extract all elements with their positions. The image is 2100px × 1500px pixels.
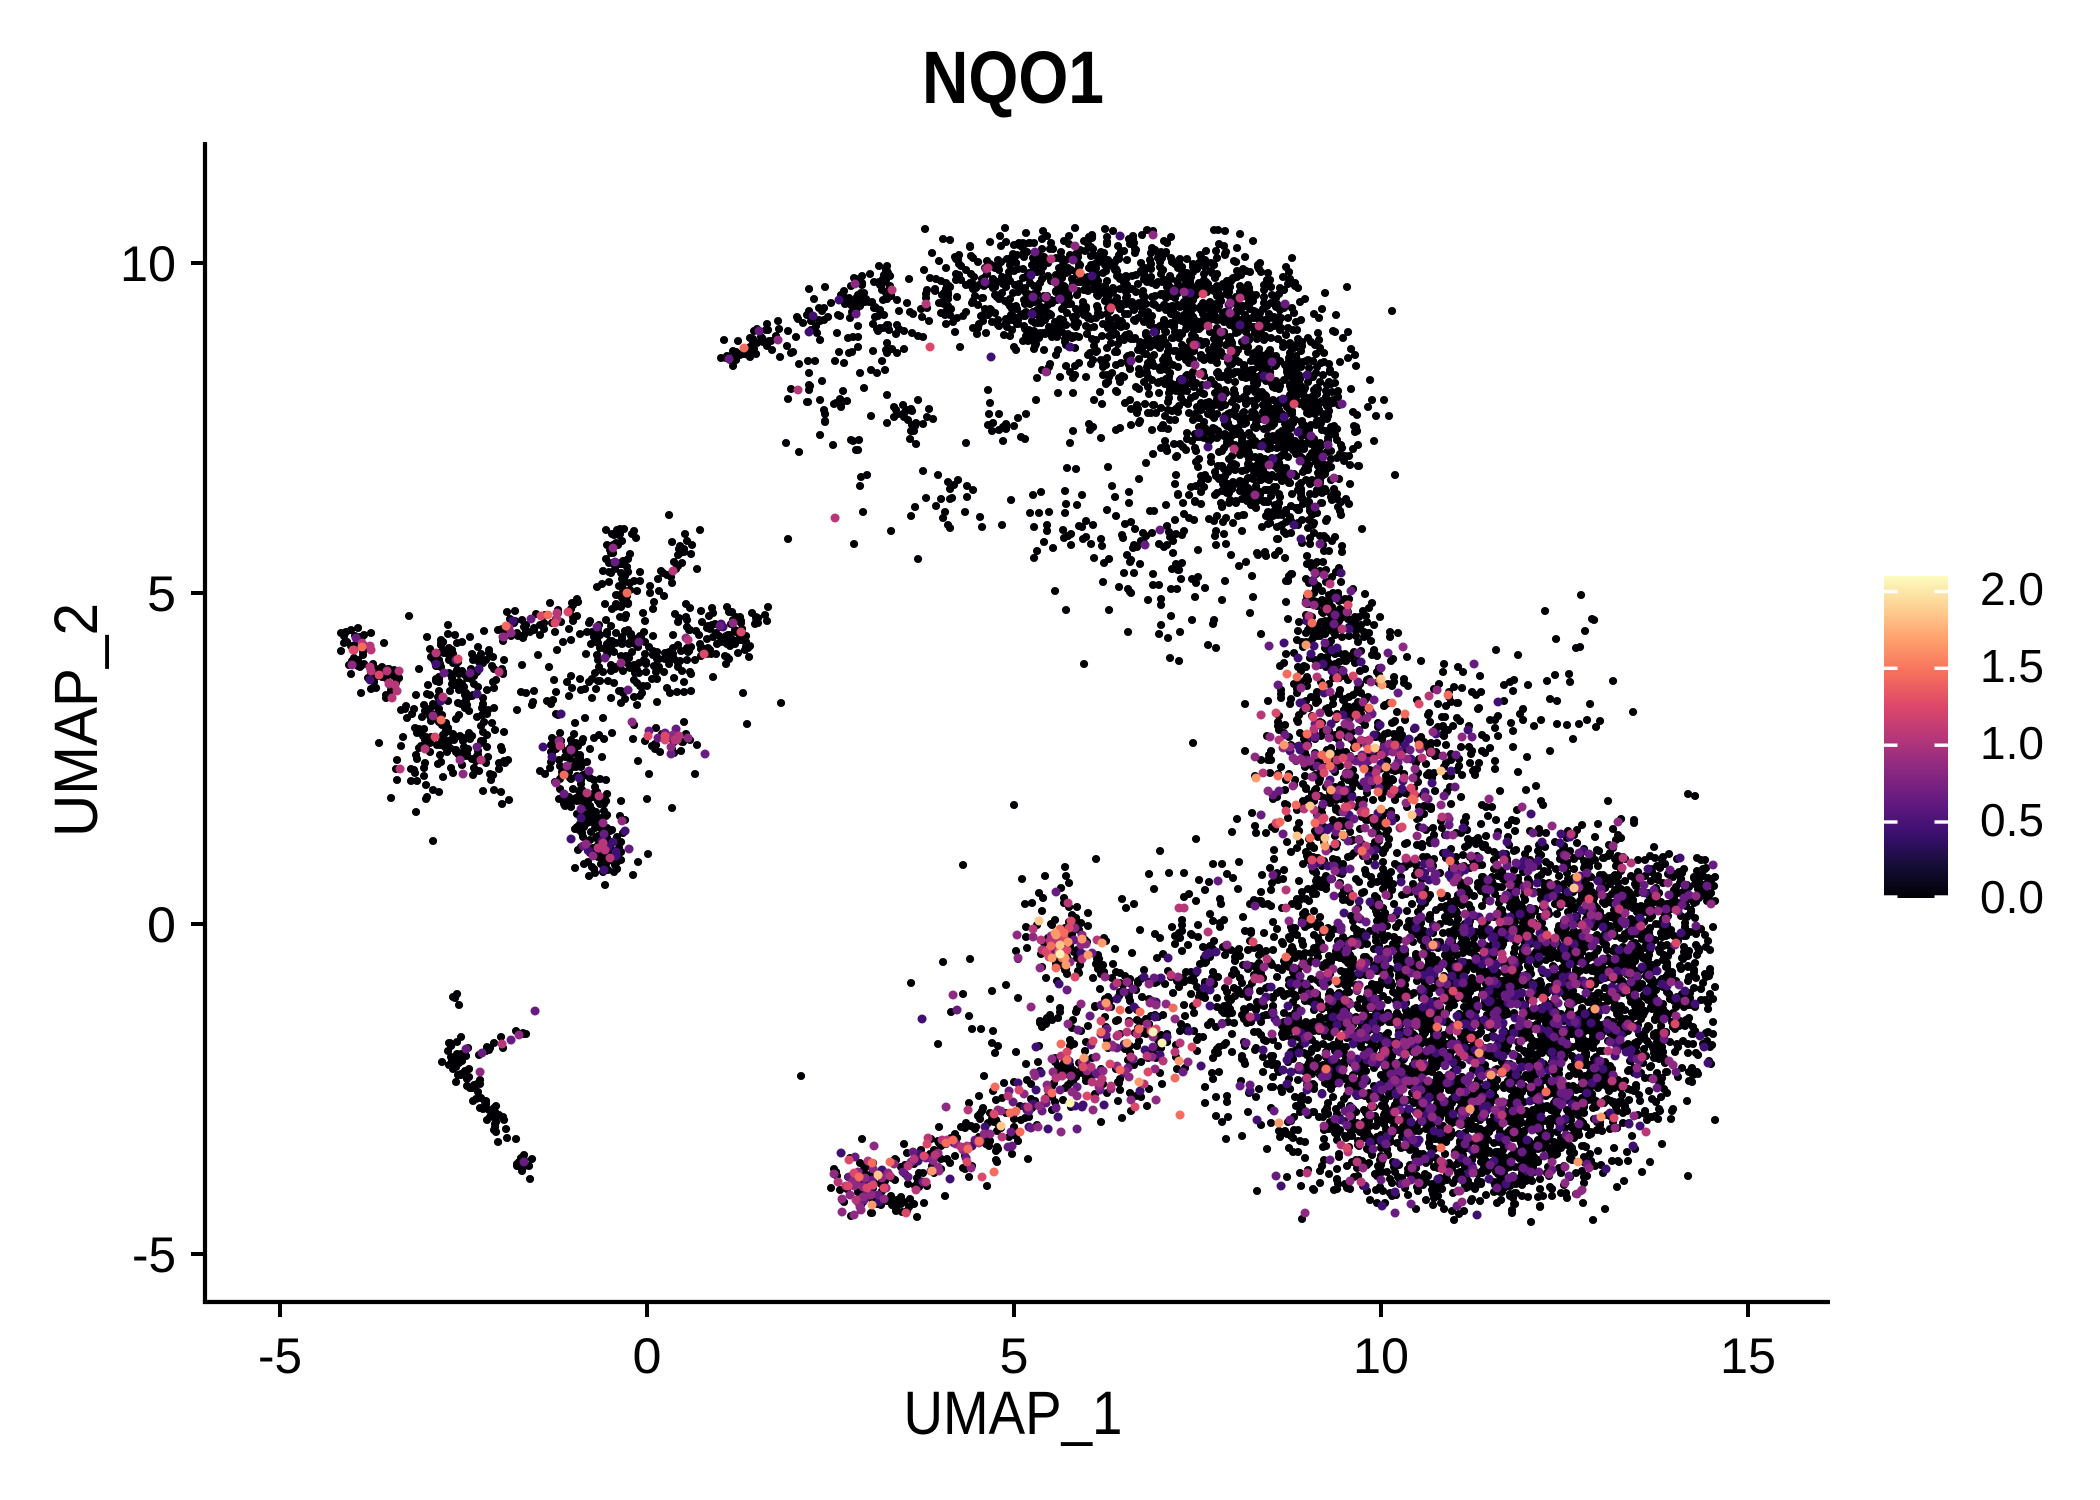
svg-text:NQO1: NQO1 <box>922 36 1104 119</box>
svg-text:1.0: 1.0 <box>1980 717 2044 769</box>
svg-text:1.5: 1.5 <box>1980 640 2044 692</box>
svg-text:10: 10 <box>1353 1328 1409 1384</box>
svg-text:2.0: 2.0 <box>1980 563 2044 615</box>
svg-text:0.5: 0.5 <box>1980 794 2044 846</box>
svg-text:0.0: 0.0 <box>1980 871 2044 923</box>
svg-text:5: 5 <box>1000 1328 1029 1384</box>
svg-text:-5: -5 <box>132 1227 176 1283</box>
svg-text:10: 10 <box>120 236 176 292</box>
svg-text:5: 5 <box>147 566 176 622</box>
svg-text:0: 0 <box>633 1328 662 1384</box>
svg-text:15: 15 <box>1720 1328 1776 1384</box>
svg-text:-5: -5 <box>258 1328 302 1384</box>
svg-text:UMAP_1: UMAP_1 <box>904 1379 1123 1447</box>
svg-text:0: 0 <box>147 897 176 953</box>
svg-text:UMAP_2: UMAP_2 <box>42 603 110 837</box>
